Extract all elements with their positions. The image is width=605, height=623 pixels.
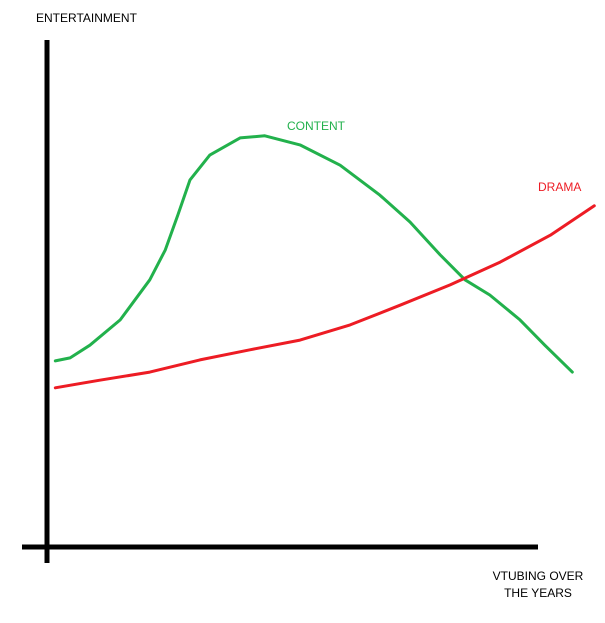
y-axis-label: ENTERTAINMENT <box>36 11 138 25</box>
series-label: CONTENT <box>287 119 346 133</box>
data-line <box>53 134 574 374</box>
x-axis-label: VTUBING OVER THE YEARS <box>492 569 584 600</box>
data-line <box>53 204 596 390</box>
series-label: DRAMA <box>538 180 581 194</box>
